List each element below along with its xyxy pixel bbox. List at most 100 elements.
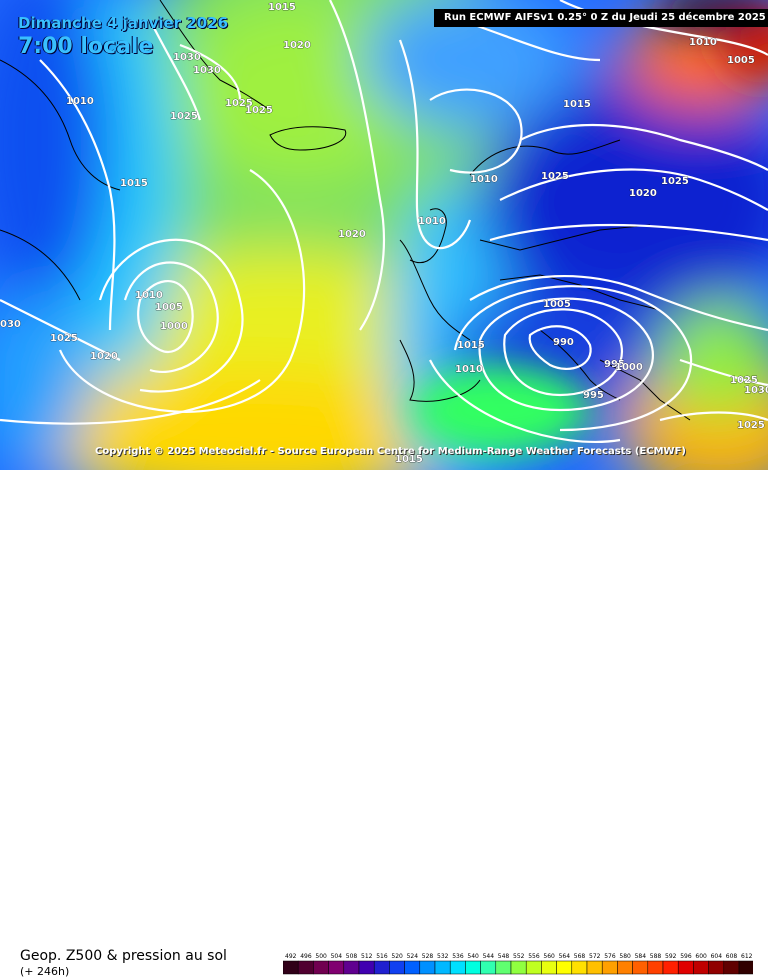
scale-swatch	[617, 960, 633, 975]
isobar-label: 1015	[457, 340, 485, 351]
isobar-label: 1010	[455, 364, 483, 375]
scale-tick-label: 580	[619, 953, 631, 960]
scale-tick-label: 596	[680, 953, 692, 960]
scale-tick-label: 520	[391, 953, 403, 960]
scale-swatch	[419, 960, 436, 975]
coastlines	[0, 0, 691, 421]
scale-swatch	[525, 960, 542, 975]
scale-swatch	[632, 960, 649, 975]
isobar-label: 1020	[283, 40, 311, 51]
scale-tick-label: 608	[726, 953, 738, 960]
scale-tick-label: 588	[650, 953, 662, 960]
scale-swatch	[586, 960, 603, 975]
isobar-label: 1020	[338, 229, 366, 240]
isobar-label: 1010	[689, 37, 717, 48]
isobar-label: 1030	[744, 385, 768, 396]
scale-swatch	[541, 960, 557, 975]
scale-swatch	[556, 960, 573, 975]
scale-tick-label: 568	[574, 953, 586, 960]
isobar-label: 1005	[727, 55, 755, 66]
isobar-label: 1000	[160, 321, 188, 332]
isobar-label: 1000	[615, 362, 643, 373]
scale-tick-label: 592	[665, 953, 677, 960]
scale-swatch	[297, 960, 314, 975]
isobar-label: 1030	[193, 65, 221, 76]
model-run-banner: Run ECMWF AIFSv1 0.25° 0 Z du Jeudi 25 d…	[434, 9, 768, 27]
scale-swatch	[389, 960, 405, 975]
isobar-label: 1015	[268, 2, 296, 13]
scale-tick-label: 508	[346, 953, 358, 960]
scale-tick-label: 604	[711, 953, 723, 960]
isobar-label: 1025	[730, 375, 758, 386]
scale-swatch	[571, 960, 588, 975]
scale-swatch	[510, 960, 527, 975]
isobar-label: 1010	[66, 96, 94, 107]
isobar-label: 1025	[541, 171, 569, 182]
legend-footer: Geop. Z500 & pression au sol (+ 246h) 49…	[0, 470, 768, 978]
forecast-time: 7:00 locale	[18, 34, 154, 59]
isobars	[0, 0, 768, 443]
scale-tick-label: 572	[589, 953, 601, 960]
isobar-label: 1025	[170, 111, 198, 122]
scale-swatch	[495, 960, 512, 975]
isobar-label: 1030	[173, 52, 201, 63]
scale-tick-label: 524	[407, 953, 419, 960]
isobar-label: 995	[604, 359, 625, 370]
isobar-label: 1020	[629, 188, 657, 199]
isobar-label: 1025	[50, 333, 78, 344]
copyright-notice: Copyright © 2025 Meteociel.fr - Source E…	[95, 446, 686, 457]
forecast-date: Dimanche 4 janvier 2026	[18, 14, 229, 32]
scale-swatch	[358, 960, 375, 975]
scale-swatch	[343, 960, 360, 975]
lead-time: (+ 246h)	[20, 965, 70, 978]
scale-tick-label: 544	[483, 953, 495, 960]
isobar-label: 1020	[90, 351, 118, 362]
scale-swatch	[465, 960, 481, 975]
scale-tick-label: 576	[604, 953, 616, 960]
scale-swatch	[647, 960, 664, 975]
isobar-label: 1025	[661, 176, 689, 187]
scale-tick-label: 500	[315, 953, 327, 960]
scale-tick-label: 556	[528, 953, 540, 960]
scale-tick-label: 528	[422, 953, 434, 960]
scale-swatch	[480, 960, 497, 975]
scale-tick-label: 564	[559, 953, 571, 960]
scale-tick-label: 540	[467, 953, 479, 960]
isobar-label: 1015	[120, 178, 148, 189]
color-scale: 492 496 500 504 508 512 516 520 524 528 532 536 540 5…	[283, 953, 753, 975]
isobar-label: 995	[583, 390, 604, 401]
isobar-label: 030	[0, 319, 21, 330]
isobar-label: 1025	[245, 105, 273, 116]
scale-swatch	[693, 960, 709, 975]
scale-tick-label: 496	[300, 953, 312, 960]
scale-tick-label: 532	[437, 953, 449, 960]
isobar-label: 1025	[737, 420, 765, 431]
scale-swatch	[283, 960, 299, 975]
scale-swatch	[434, 960, 451, 975]
product-title: Geop. Z500 & pression au sol	[20, 948, 227, 964]
scale-swatch	[313, 960, 329, 975]
scale-swatch	[708, 960, 725, 975]
scale-tick-label: 584	[635, 953, 647, 960]
scale-tick-label: 504	[331, 953, 343, 960]
scale-swatch	[328, 960, 345, 975]
isobar-label: 1005	[155, 302, 183, 313]
scale-tick-label: 492	[285, 953, 297, 960]
scale-tick-label: 612	[741, 953, 753, 960]
scale-tick-label: 560	[543, 953, 555, 960]
isobar-label: 990	[553, 337, 574, 348]
scale-swatch	[449, 960, 466, 975]
isobar-label: 1015	[563, 99, 591, 110]
isobar-label: 1015	[395, 454, 423, 465]
isobar-label: 1025	[225, 98, 253, 109]
isobar-label: 1010	[135, 290, 163, 301]
scale-tick-label: 552	[513, 953, 525, 960]
scale-swatch	[601, 960, 618, 975]
scale-swatch	[723, 960, 740, 975]
scale-swatch	[404, 960, 421, 975]
scale-swatch	[738, 960, 753, 975]
geopotential-field	[0, 0, 768, 470]
isobar-label: 1010	[418, 216, 446, 227]
isobar-label: 1005	[543, 299, 571, 310]
